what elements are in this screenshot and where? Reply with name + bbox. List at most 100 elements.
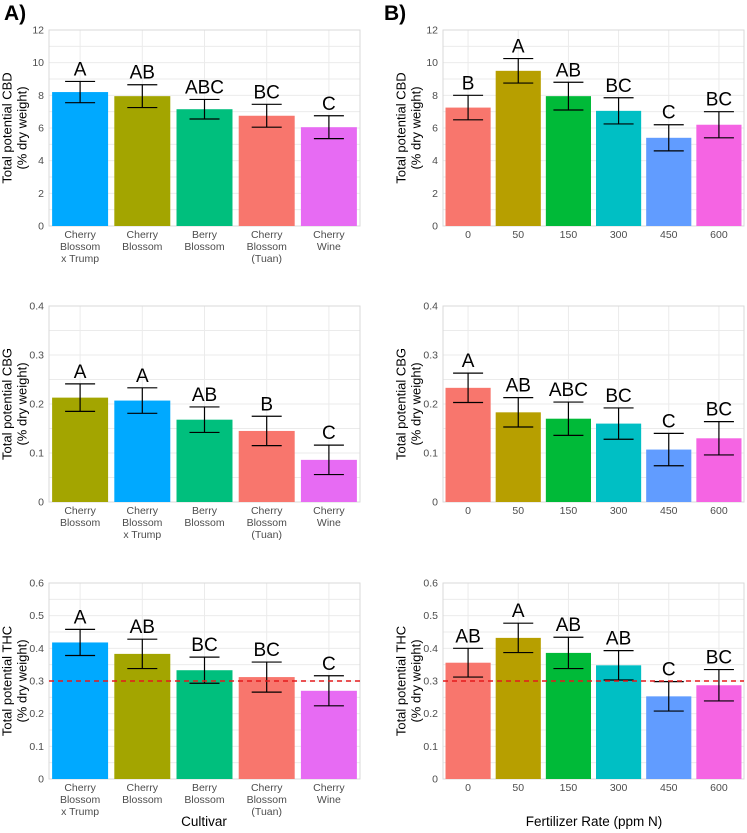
significance-letter: C	[662, 660, 676, 681]
x-tick-label-line: 450	[660, 505, 678, 517]
bar	[52, 642, 109, 779]
significance-letter: B	[462, 73, 475, 94]
x-tick-label-line: Berry	[192, 782, 218, 794]
x-tick-label-line: Cherry	[127, 229, 159, 241]
significance-letter: C	[662, 103, 676, 124]
significance-letter: ABC	[549, 380, 588, 401]
x-tick-label-line: 600	[710, 229, 728, 241]
plot-frame	[442, 305, 745, 503]
y-tick-label: 0.6	[423, 578, 438, 590]
bar	[176, 670, 233, 779]
x-tick-label-line: Cherry	[64, 229, 96, 241]
bar	[545, 652, 591, 779]
x-tick-label-line: 0	[465, 782, 471, 794]
x-tick-label: 0	[465, 229, 471, 241]
x-tick-label: Cherry Blossom x Trump	[60, 229, 101, 265]
bar	[176, 419, 233, 502]
x-tick-label: 450	[660, 505, 678, 517]
x-tick-label-line: (Tuan)	[251, 529, 282, 541]
bar	[114, 400, 171, 502]
x-tick-label-line: Cherry	[251, 505, 283, 517]
significance-letter: BC	[605, 76, 631, 97]
plot-frame	[442, 29, 745, 227]
significance-letter: A	[74, 362, 87, 383]
y-tick-label: 4	[432, 155, 438, 167]
bar	[696, 124, 742, 226]
x-tick-label-line: 300	[610, 229, 628, 241]
y-tick-label: 6	[38, 123, 44, 135]
x-tick-label: Cherry Blossom	[60, 505, 101, 529]
y-axis-label-line: Total potential CBG	[394, 348, 409, 460]
y-tick-label: 12	[32, 25, 44, 37]
significance-letter: A	[512, 601, 525, 622]
chart-b2: 0 0.1 0.2 0.3 0.4 Total potential CBG(% dry w…	[394, 301, 745, 517]
x-tick-label: Cherry Wine	[313, 505, 345, 529]
x-tick-label-line: 300	[610, 782, 628, 794]
x-tick-label-line: Blossom	[122, 517, 163, 529]
bar	[114, 96, 171, 227]
x-tick-label-line: 150	[560, 782, 578, 794]
y-tick-label: 0.1	[423, 448, 438, 460]
y-tick-label: 0.2	[29, 708, 44, 720]
x-tick-label: Cherry Blossom x Trump	[122, 505, 163, 541]
x-tick-label: Cherry Blossom x Trump	[60, 782, 101, 818]
x-tick-label: 150	[560, 505, 578, 517]
bar	[176, 109, 233, 226]
x-tick-label-line: Cherry	[127, 505, 159, 517]
y-axis-label: Total potential CBG(% dry weight)	[394, 348, 424, 460]
y-tick-label: 12	[426, 25, 438, 37]
x-axis-title-cultivar: Cultivar	[181, 814, 227, 829]
significance-letter: AB	[130, 63, 155, 84]
y-tick-label: 2	[38, 188, 44, 200]
x-tick-label-line: Wine	[317, 241, 341, 253]
x-tick-label: 450	[660, 229, 678, 241]
x-tick-label-line: Blossom	[247, 794, 288, 806]
y-tick-label: 2	[432, 188, 438, 200]
significance-letter: BC	[605, 386, 631, 407]
y-axis-label-line: (% dry weight)	[409, 86, 424, 169]
y-tick-label: 0	[432, 774, 438, 786]
y-tick-label: 0.4	[423, 301, 438, 313]
panel-label-b: B)	[384, 2, 406, 25]
x-tick-label: 50	[512, 782, 524, 794]
x-tick-label-line: x Trump	[123, 529, 161, 541]
significance-letter: AB	[556, 615, 581, 636]
y-axis-label-line: (% dry weight)	[15, 362, 30, 445]
bar	[300, 127, 357, 226]
y-tick-label: 0	[38, 774, 44, 786]
y-tick-label: 0.4	[29, 301, 44, 313]
x-tick-label-line: 0	[465, 229, 471, 241]
x-tick-label-line: Berry	[192, 229, 218, 241]
x-tick-label-line: Blossom	[247, 241, 288, 253]
x-tick-label: 50	[512, 505, 524, 517]
x-tick-label-line: x Trump	[61, 806, 99, 818]
y-tick-label: 6	[432, 123, 438, 135]
x-tick-label-line: 50	[512, 229, 524, 241]
chart-b3: 0 0.1 0.2 0.3 0.4 0.5 0.6 Total potential THC(%…	[394, 578, 745, 794]
x-tick-label: 0	[465, 505, 471, 517]
significance-letter: A	[136, 366, 149, 387]
x-tick-label-line: Cherry	[251, 229, 283, 241]
y-axis-label-line: Total potential THC	[0, 626, 15, 736]
y-tick-label: 0.3	[29, 676, 44, 688]
significance-letter: B	[260, 394, 273, 415]
x-tick-label: Berry Blossom	[184, 505, 225, 529]
x-tick-label: 600	[710, 229, 728, 241]
chart-a2: 0 0.1 0.2 0.3 0.4 Total potential CBG(% dry w…	[0, 301, 361, 541]
x-tick-label: Cherry Blossom (Tuan)	[247, 505, 288, 541]
significance-letter: BC	[706, 400, 732, 421]
significance-letter: AB	[130, 617, 155, 638]
x-tick-label-line: 50	[512, 782, 524, 794]
significance-letter: C	[322, 94, 336, 115]
bar	[596, 665, 642, 779]
x-tick-label: 150	[560, 782, 578, 794]
y-tick-label: 0.1	[29, 448, 44, 460]
y-axis-label: Total potential CBG(% dry weight)	[0, 348, 30, 460]
y-axis-label-line: (% dry weight)	[409, 639, 424, 722]
bar	[445, 387, 491, 502]
x-tick-label: 600	[710, 782, 728, 794]
x-tick-label: 50	[512, 229, 524, 241]
chart-a3: 0 0.1 0.2 0.3 0.4 0.5 0.6 Total potential THC(%…	[0, 578, 361, 818]
significance-letter: C	[662, 411, 676, 432]
x-tick-label-line: (Tuan)	[251, 806, 282, 818]
